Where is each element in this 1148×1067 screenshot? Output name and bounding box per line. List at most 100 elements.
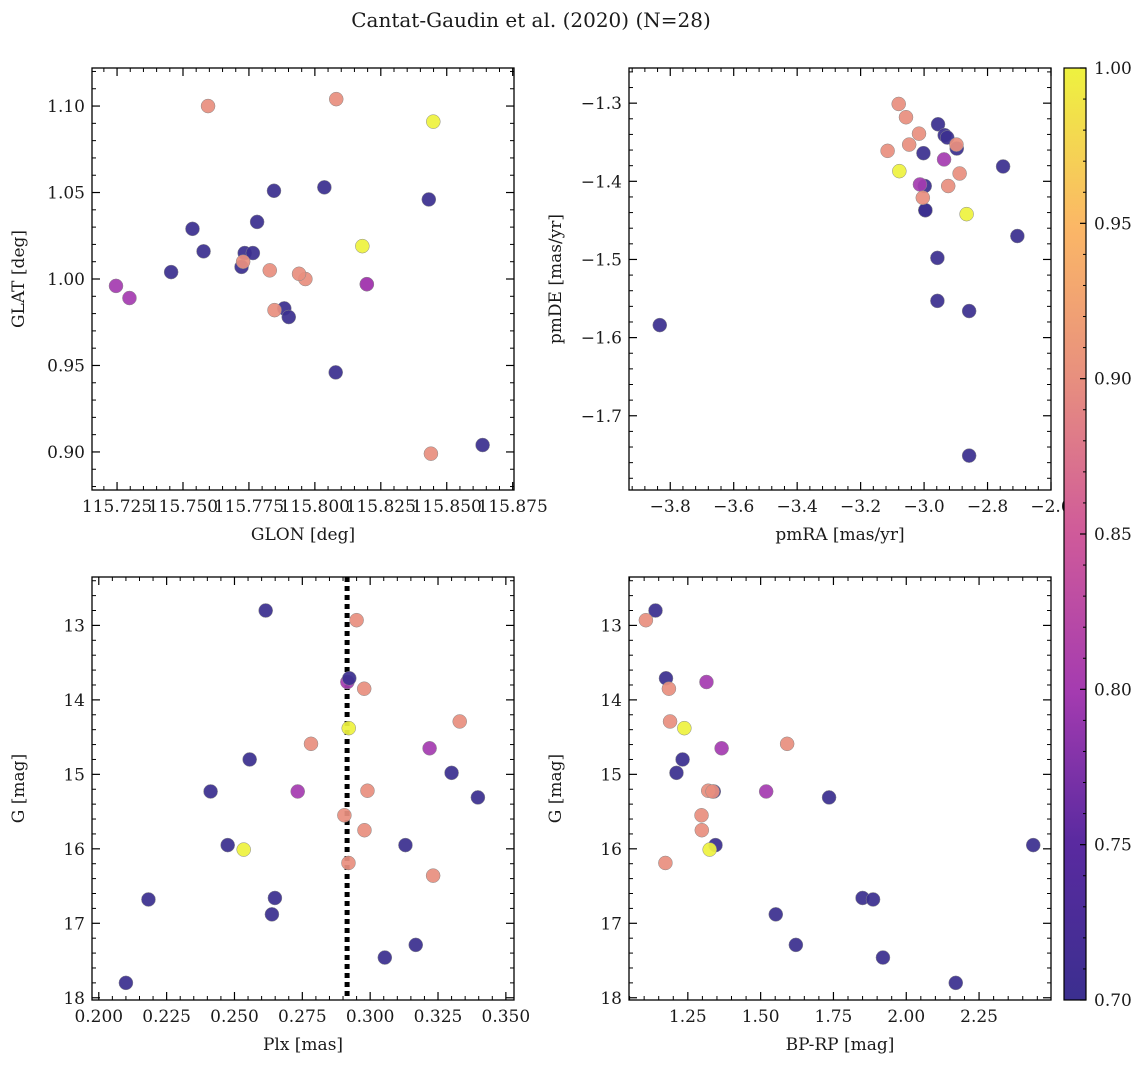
y-tick-label: 17 <box>600 914 622 934</box>
scatter-point <box>949 137 964 152</box>
y-tick-label: 17 <box>63 914 85 934</box>
scatter-point <box>658 855 673 871</box>
scatter-point <box>758 784 774 799</box>
scatter-point <box>788 937 804 953</box>
scatter-point <box>470 790 486 805</box>
scatter-point <box>118 975 134 991</box>
scatter-point <box>930 117 946 132</box>
scatter-point <box>196 244 211 259</box>
colorbar-tick-label: 1.00 <box>1094 59 1132 79</box>
colorbar-tick-label: 0.75 <box>1094 836 1132 856</box>
scatter-point <box>267 302 282 318</box>
scatter-point <box>337 808 352 823</box>
y-tick-label: −1.6 <box>581 329 622 349</box>
scatter-point <box>377 950 393 965</box>
scatter-point <box>245 245 261 261</box>
x-axis-label: BP-RP [mag] <box>786 1035 895 1055</box>
scatter-point <box>317 180 332 195</box>
y-tick-label: 14 <box>600 691 622 711</box>
x-tick-label: 115.750 <box>148 497 218 517</box>
panel-pmra-pmde: −3.8 −3.6 −3.4 −3.2 −3.0 −2.8 −2.6 −1.7 −1.6 −1.5… <box>546 67 1072 545</box>
scatter-point <box>638 612 654 628</box>
scatter-point <box>880 143 895 159</box>
panel-plx-g: 0.200 0.225 0.250 0.275 0.300 0.325 0.350 13 14 1… <box>9 576 530 1055</box>
y-axis-label: G [mag] <box>546 754 566 823</box>
scatter-point <box>768 907 784 922</box>
colorbar-tick-label: 0.70 <box>1094 991 1132 1011</box>
scatter-point <box>940 178 956 194</box>
axes-frame <box>628 576 1052 1001</box>
scatter-point <box>356 681 372 696</box>
scatter-point <box>1025 837 1041 853</box>
x-tick-label: 115.875 <box>478 497 548 517</box>
scatter-point <box>303 736 319 752</box>
x-tick-label: 0.250 <box>210 1007 259 1027</box>
y-tick-label: 1.00 <box>47 270 85 290</box>
panel-glon-glat: 115.725115.750115.775115.800115.825115.8… <box>9 67 548 545</box>
x-tick-label: 1.75 <box>815 1007 853 1027</box>
scatter-point <box>341 720 356 736</box>
y-tick-label: 1.05 <box>47 184 85 204</box>
scatter-point <box>452 714 467 729</box>
scatter-point <box>648 603 663 618</box>
x-tick-label: 115.825 <box>346 497 416 517</box>
y-tick-label: 14 <box>63 691 85 711</box>
y-axis-label: pmDE [mas/yr] <box>546 214 566 344</box>
scatter-point <box>220 837 235 853</box>
scatter-point <box>242 752 257 767</box>
y-tick-label: 13 <box>63 616 85 636</box>
x-tick-label: −2.8 <box>967 497 1008 517</box>
scatter-point <box>290 784 305 799</box>
scatter-point <box>694 822 710 838</box>
scatter-point <box>865 892 881 907</box>
scatter-point <box>475 437 490 453</box>
scatter-point <box>911 126 927 141</box>
scatter-point <box>236 842 251 857</box>
scatter-point <box>249 214 265 230</box>
y-tick-label: 0.95 <box>47 356 85 376</box>
scatter-point <box>408 937 424 953</box>
scatter-point <box>918 202 933 218</box>
axes-frame <box>91 576 515 1001</box>
scatter-point <box>930 293 945 309</box>
figure-title: Cantat-Gaudin et al. (2020) (N=28) <box>351 8 711 32</box>
y-tick-label: −1.4 <box>581 172 622 192</box>
panel-bprp-g: 1.25 1.50 1.75 2.00 2.25 13 14 15 16 17 18 BP-RP [m… <box>546 576 1052 1055</box>
scatter-point <box>675 752 690 767</box>
scatter-point <box>258 603 273 618</box>
x-tick-label: 1.25 <box>669 1007 707 1027</box>
scatter-point <box>952 166 967 181</box>
y-axis-label: G [mag] <box>9 754 29 823</box>
scatter-point <box>425 868 441 883</box>
colorbar-tick-label: 0.80 <box>1094 680 1132 700</box>
colorbar-tick-label: 0.95 <box>1094 214 1132 234</box>
x-tick-label: −3.8 <box>650 497 691 517</box>
scatter-point <box>235 254 251 269</box>
axes-frame <box>628 67 1052 491</box>
scatter-point <box>141 892 156 907</box>
x-tick-label: 0.325 <box>414 1007 463 1027</box>
scatter-point <box>163 264 179 280</box>
scatter-point <box>961 303 977 319</box>
scatter-point <box>961 448 977 463</box>
scatter-point <box>267 890 283 906</box>
scatter-point <box>1010 228 1025 244</box>
scatter-point <box>108 278 124 294</box>
scatter-point <box>444 765 459 781</box>
x-tick-label: 115.725 <box>82 497 152 517</box>
scatter-point <box>699 674 714 690</box>
scatter-point <box>677 720 692 736</box>
scatter-point <box>200 98 216 114</box>
scatter-point <box>714 741 729 756</box>
scatter-point <box>122 290 137 306</box>
y-tick-label: 0.90 <box>47 443 85 463</box>
scatter-point <box>662 714 678 729</box>
scatter-point <box>652 317 668 333</box>
y-tick-label: 18 <box>600 989 622 1009</box>
scatter-point <box>916 145 931 161</box>
x-tick-label: 115.850 <box>412 497 482 517</box>
scatter-point <box>936 152 952 167</box>
x-tick-label: 0.275 <box>278 1007 327 1027</box>
scatter-point <box>349 612 364 628</box>
